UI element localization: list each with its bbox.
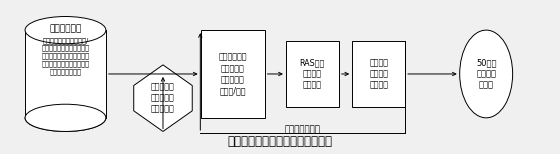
Text: 各データの修正: 各データの修正 [284,126,320,134]
Bar [200,30,265,118]
Polygon shape [134,65,192,132]
Bar [25,30,106,118]
Bar [286,41,339,107]
Text: RAS法に
よる投入
係数推計: RAS法に よる投入 係数推計 [300,58,325,90]
Ellipse shape [25,16,106,44]
Bar [352,41,405,107]
Text: 図１　地域産業連関表作成フロー: 図１ 地域産業連関表作成フロー [227,135,333,148]
Ellipse shape [460,30,512,118]
Text: 作成基準年
次・産業部
門数の検討: 作成基準年 次・産業部 門数の検討 [151,83,175,114]
Text: 部門別産出額
中間投入額
中間需要額
の収集/推計: 部門別産出額 中間投入額 中間需要額 の収集/推計 [218,53,247,95]
Text: データベース: データベース [49,24,82,33]
Text: 50部門
地域産業
連関表: 50部門 地域産業 連関表 [476,58,496,90]
Text: 全国産業連関表　茨城県/
千葉県産業連関表　県民経
済計算　工業統計　商業統
計　事業所統計　農林水産
統計　市統計表等: 全国産業連関表 茨城県/ 千葉県産業連関表 県民経 済計算 工業統計 商業統 計… [41,37,90,75]
Ellipse shape [25,104,106,132]
Text: データの
整合性の
チェック: データの 整合性の チェック [369,58,388,90]
